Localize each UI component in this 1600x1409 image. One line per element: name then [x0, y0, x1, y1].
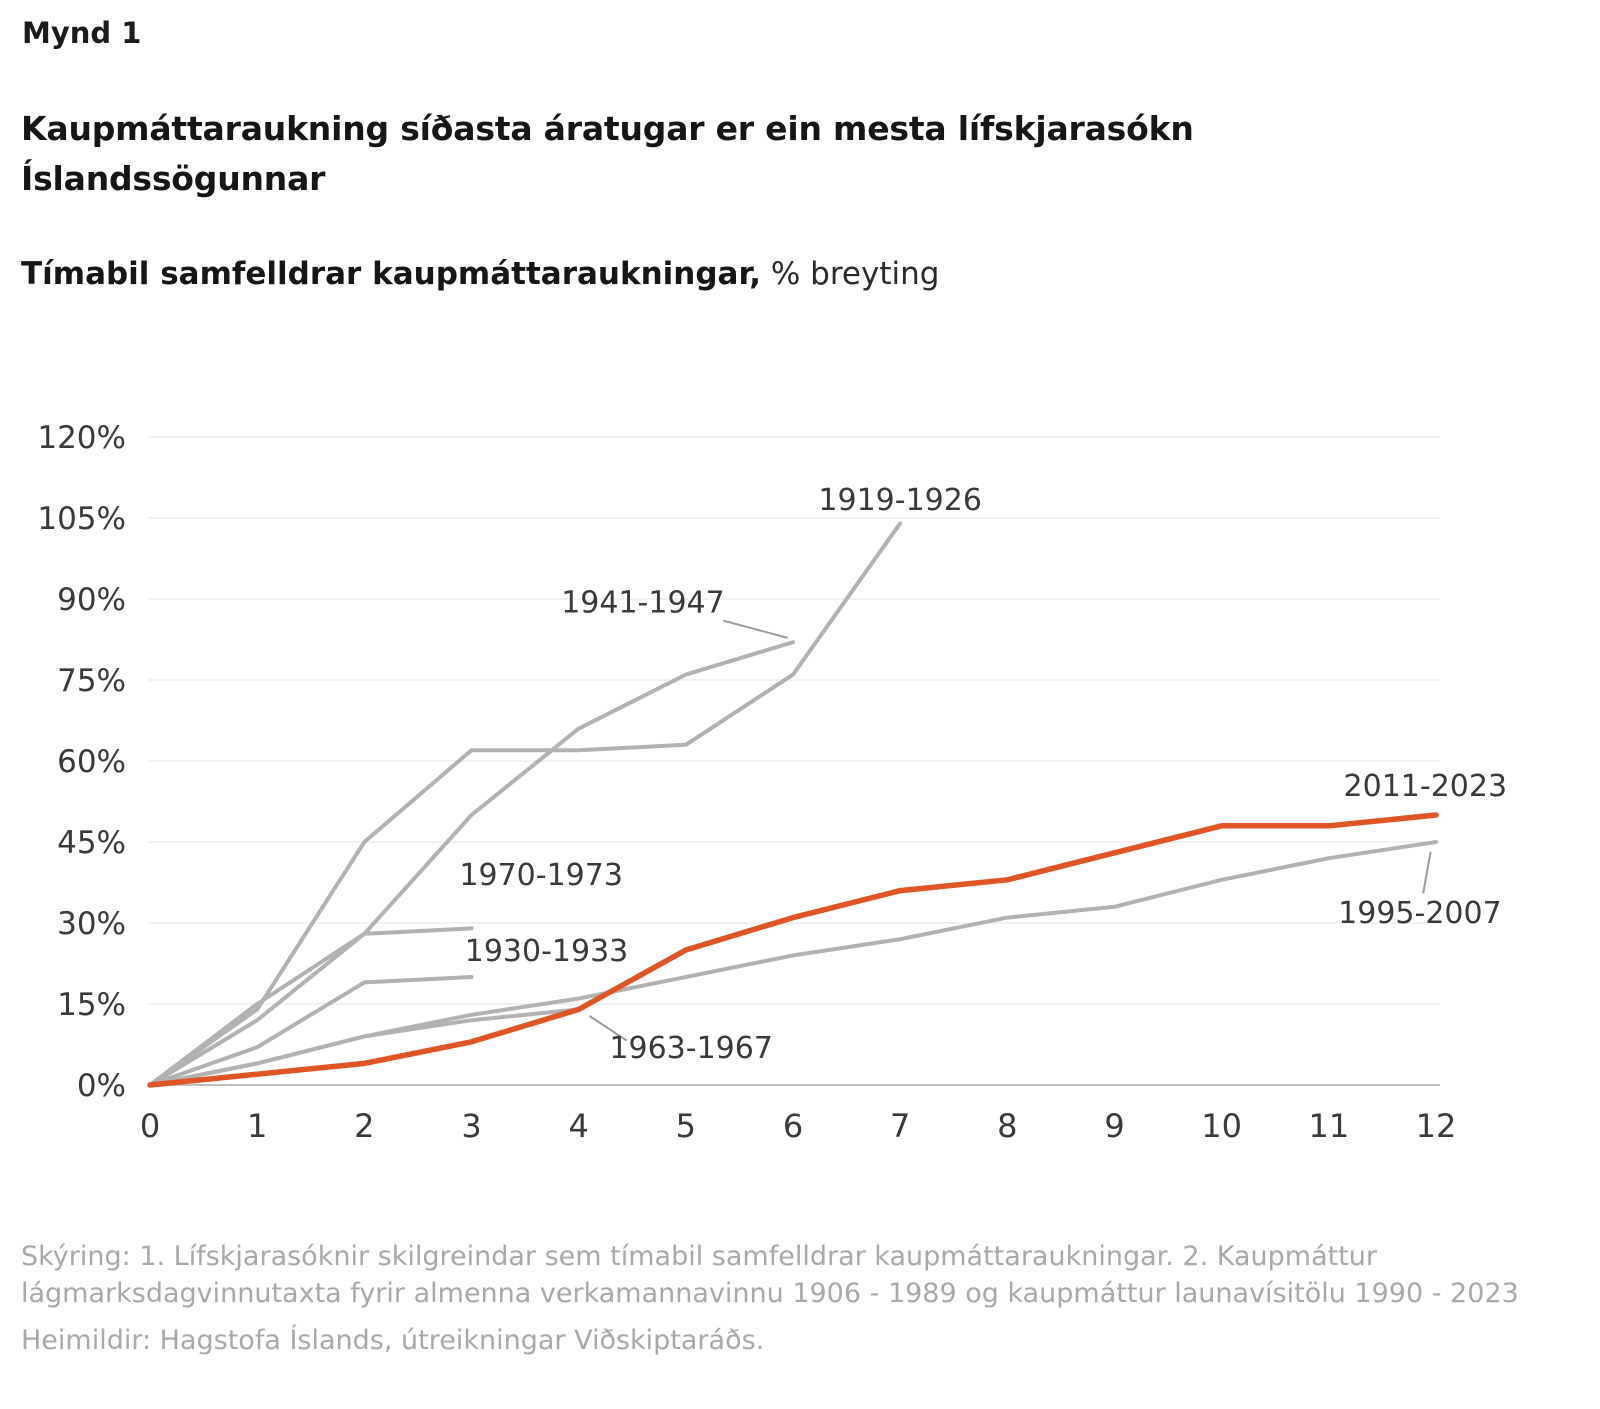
series-line-1995-2007 — [148, 840, 1438, 1087]
series-label-2011-2023: 2011-2023 — [1344, 769, 1508, 804]
y-tick-label: 30% — [57, 906, 126, 942]
y-tick-label: 15% — [57, 987, 126, 1023]
x-tick-label: 8 — [997, 1107, 1017, 1145]
series-label-1941-1947: 1941-1947 — [561, 586, 725, 621]
x-tick-label: 9 — [1104, 1107, 1124, 1145]
series-label-1930-1933: 1930-1933 — [465, 934, 629, 969]
annotation-connector — [588, 1015, 628, 1042]
series-line-1941-1947 — [148, 640, 795, 1087]
y-tick-label: 90% — [57, 582, 126, 618]
y-tick-label: 60% — [57, 744, 126, 780]
x-tick-label: 3 — [461, 1107, 481, 1145]
x-tick-label: 12 — [1416, 1107, 1457, 1145]
footnote-explanation: Skýring: 1. Lífskjarasóknir skilgreindar… — [21, 1241, 1519, 1310]
chart-title: Kaupmáttaraukning síðasta áratugar er ei… — [21, 109, 1194, 198]
series-label-1963-1967: 1963-1967 — [609, 1031, 773, 1066]
series-line-2011-2023 — [147, 812, 1439, 1088]
x-tick-label: 6 — [783, 1107, 803, 1145]
figure-number-label: Mynd 1 — [22, 16, 142, 50]
annotation-connector — [1422, 851, 1432, 894]
y-tick-label: 45% — [57, 825, 126, 861]
series-line-1970-1973 — [148, 926, 474, 1087]
annotation-connector — [723, 619, 788, 639]
x-tick-label: 5 — [676, 1107, 696, 1145]
series-label-1970-1973: 1970-1973 — [459, 858, 623, 893]
x-tick-label: 4 — [568, 1107, 588, 1145]
y-tick-label: 120% — [37, 420, 126, 456]
subtitle-unit-label: % breyting — [770, 256, 940, 292]
series-label-1995-2007: 1995-2007 — [1338, 896, 1502, 931]
footnote-sources: Heimildir: Hagstofa Íslands, útreikninga… — [21, 1325, 765, 1356]
chart-svg: 0%15%30%45%60%75%90%105%120%0 1 2 3 4 5 6 7 8 9 10… — [37, 420, 1508, 1145]
chart-subtitle: Tímabil samfelldrar kaupmáttaraukningar,… — [21, 256, 939, 292]
y-tick-label: 105% — [37, 501, 126, 537]
x-tick-label: 11 — [1308, 1107, 1349, 1145]
chart-area: 0% 15% 30% 45% 60% 75% 90% 105% 120% 0 1 2 3 4 5 6 7 8 9 10… — [0, 390, 1600, 1160]
series-line-1930-1933 — [148, 975, 474, 1087]
series-label-1919-1926: 1919-1926 — [818, 483, 982, 518]
y-tick-label: 75% — [57, 663, 126, 699]
x-tick-label: 10 — [1201, 1107, 1242, 1145]
x-tick-label: 1 — [247, 1107, 267, 1145]
x-tick-label: 2 — [354, 1107, 374, 1145]
subtitle-measure-label: Tímabil samfelldrar kaupmáttaraukningar, — [21, 256, 761, 292]
series-line-1919-1926 — [148, 521, 903, 1087]
x-tick-label: 7 — [890, 1107, 910, 1145]
y-tick-label: 0% — [77, 1068, 126, 1104]
x-tick-label: 0 — [140, 1107, 160, 1145]
